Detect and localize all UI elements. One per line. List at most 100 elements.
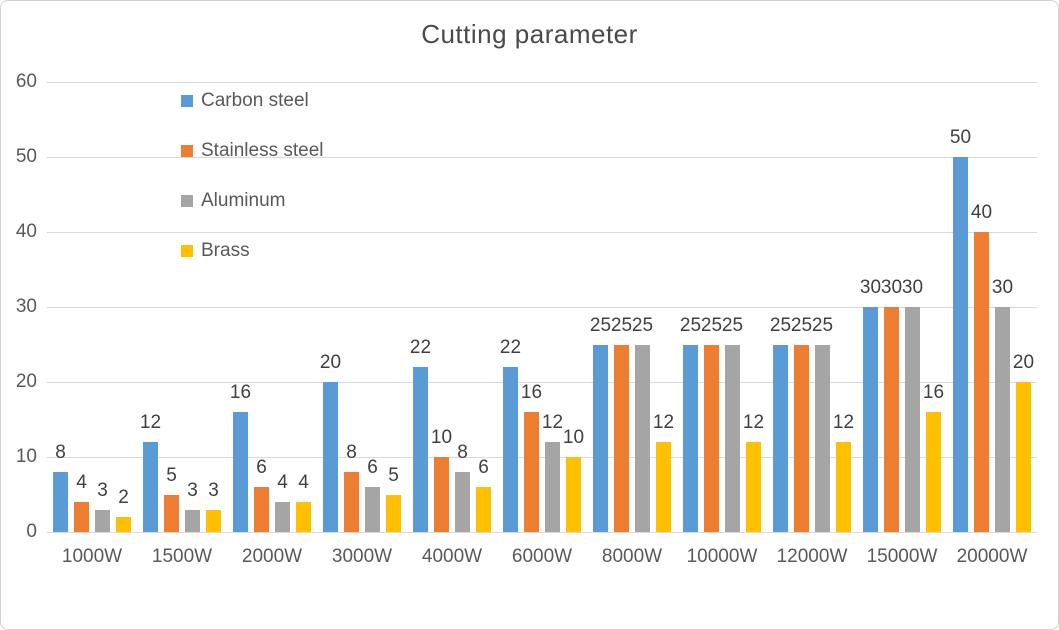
y-axis-tick-label: 40 <box>15 221 37 242</box>
bar-carbon-steel <box>232 412 249 532</box>
data-label: 30 <box>880 277 903 298</box>
gridline <box>47 81 1037 83</box>
x-axis-category-label: 4000W <box>421 546 483 567</box>
bar-brass <box>835 442 852 532</box>
data-label: 25 <box>721 314 744 336</box>
bar-carbon-steel <box>862 307 879 532</box>
gridline <box>47 381 1037 383</box>
bar-stainless-steel <box>523 412 540 532</box>
bar-aluminum <box>274 502 291 532</box>
bar-stainless-steel <box>703 344 720 532</box>
legend-item: Stainless steel <box>181 140 324 161</box>
bar-stainless-steel <box>973 232 990 532</box>
legend-label: Aluminum <box>201 190 286 211</box>
gridline <box>47 531 1037 533</box>
bar-carbon-steel <box>322 382 339 532</box>
bar-aluminum <box>364 487 381 532</box>
gridline <box>47 456 1037 458</box>
y-axis-tick-label: 0 <box>26 521 37 542</box>
data-label: 25 <box>589 314 612 336</box>
bar-brass <box>205 509 222 532</box>
bar-brass <box>1015 382 1032 532</box>
bar-brass <box>925 412 942 532</box>
bar-stainless-steel <box>883 307 900 532</box>
bar-carbon-steel <box>412 367 429 532</box>
bar-aluminum <box>94 509 111 532</box>
x-axis-category-label: 3000W <box>331 546 393 567</box>
bar-stainless-steel <box>613 344 630 532</box>
bar-carbon-steel <box>502 367 519 532</box>
x-axis-category-label: 15000W <box>866 546 938 567</box>
bar-carbon-steel <box>682 344 699 532</box>
bar-aluminum <box>184 509 201 532</box>
y-axis-tick-label: 30 <box>15 296 37 317</box>
data-label: 25 <box>790 314 813 336</box>
bar-stainless-steel <box>793 344 810 532</box>
bar-aluminum <box>814 344 831 532</box>
legend-swatch-icon <box>181 95 193 107</box>
data-label: 25 <box>610 314 633 336</box>
gridline <box>47 306 1037 308</box>
x-axis-category-label: 2000W <box>241 546 303 567</box>
data-label: 12 <box>139 412 162 433</box>
bar-aluminum <box>454 472 471 532</box>
bar-aluminum <box>994 307 1011 532</box>
x-axis-category-label: 10000W <box>686 546 758 567</box>
legend-label: Brass <box>201 240 250 261</box>
bar-carbon-steel <box>52 472 69 532</box>
data-label: 25 <box>679 314 702 336</box>
bar-brass <box>745 442 762 532</box>
bar-stainless-steel <box>73 502 90 532</box>
bar-aluminum <box>904 307 921 532</box>
bar-aluminum <box>724 344 741 532</box>
chart-title: Cutting parameter <box>421 19 638 49</box>
data-label: 25 <box>700 314 723 336</box>
gridline <box>47 156 1037 158</box>
bar-carbon-steel <box>592 344 609 532</box>
legend-label: Carbon steel <box>201 90 309 111</box>
bar-carbon-steel <box>952 157 969 532</box>
gridline <box>47 231 1037 233</box>
x-axis-category-label: 12000W <box>776 546 848 567</box>
bar-aluminum <box>544 442 561 532</box>
bar-stainless-steel <box>253 487 270 532</box>
x-axis-category-label: 6000W <box>511 546 573 567</box>
bar-brass <box>475 487 492 532</box>
bar-brass <box>385 494 402 532</box>
legend-item: Brass <box>181 240 324 261</box>
bar-brass <box>295 502 312 532</box>
x-axis-category-label: 1500W <box>151 546 213 567</box>
data-label: 16 <box>229 382 252 403</box>
y-axis-tick-label: 50 <box>15 146 37 167</box>
bar-carbon-steel <box>772 344 789 532</box>
bar-carbon-steel <box>142 442 159 532</box>
data-label: 50 <box>949 127 972 148</box>
data-label: 8 <box>55 442 66 463</box>
bar-brass <box>565 457 582 532</box>
y-axis-tick-label: 60 <box>15 71 37 92</box>
data-label: 20 <box>319 352 342 373</box>
data-label: 22 <box>499 337 522 358</box>
legend: Carbon steel Stainless steel Aluminum Brass <box>181 90 324 291</box>
data-label: 3 <box>97 479 108 501</box>
bar-brass <box>115 517 132 532</box>
data-label: 25 <box>631 314 654 336</box>
legend-swatch-icon <box>181 245 193 257</box>
bar-brass <box>655 442 672 532</box>
legend-item: Aluminum <box>181 190 324 211</box>
legend-swatch-icon <box>181 195 193 207</box>
bar-stainless-steel <box>163 494 180 532</box>
legend-item: Carbon steel <box>181 90 324 111</box>
y-axis-tick-label: 20 <box>15 371 37 392</box>
data-label: 25 <box>811 314 834 336</box>
bar-stainless-steel <box>433 457 450 532</box>
x-axis-category-label: 1000W <box>61 546 123 567</box>
bar-aluminum <box>634 344 651 532</box>
legend-swatch-icon <box>181 145 193 157</box>
y-axis-tick-label: 10 <box>15 446 37 467</box>
data-label: 22 <box>409 337 432 358</box>
legend-label: Stainless steel <box>201 140 324 161</box>
data-label: 30 <box>901 277 924 298</box>
data-label: 30 <box>859 277 882 298</box>
